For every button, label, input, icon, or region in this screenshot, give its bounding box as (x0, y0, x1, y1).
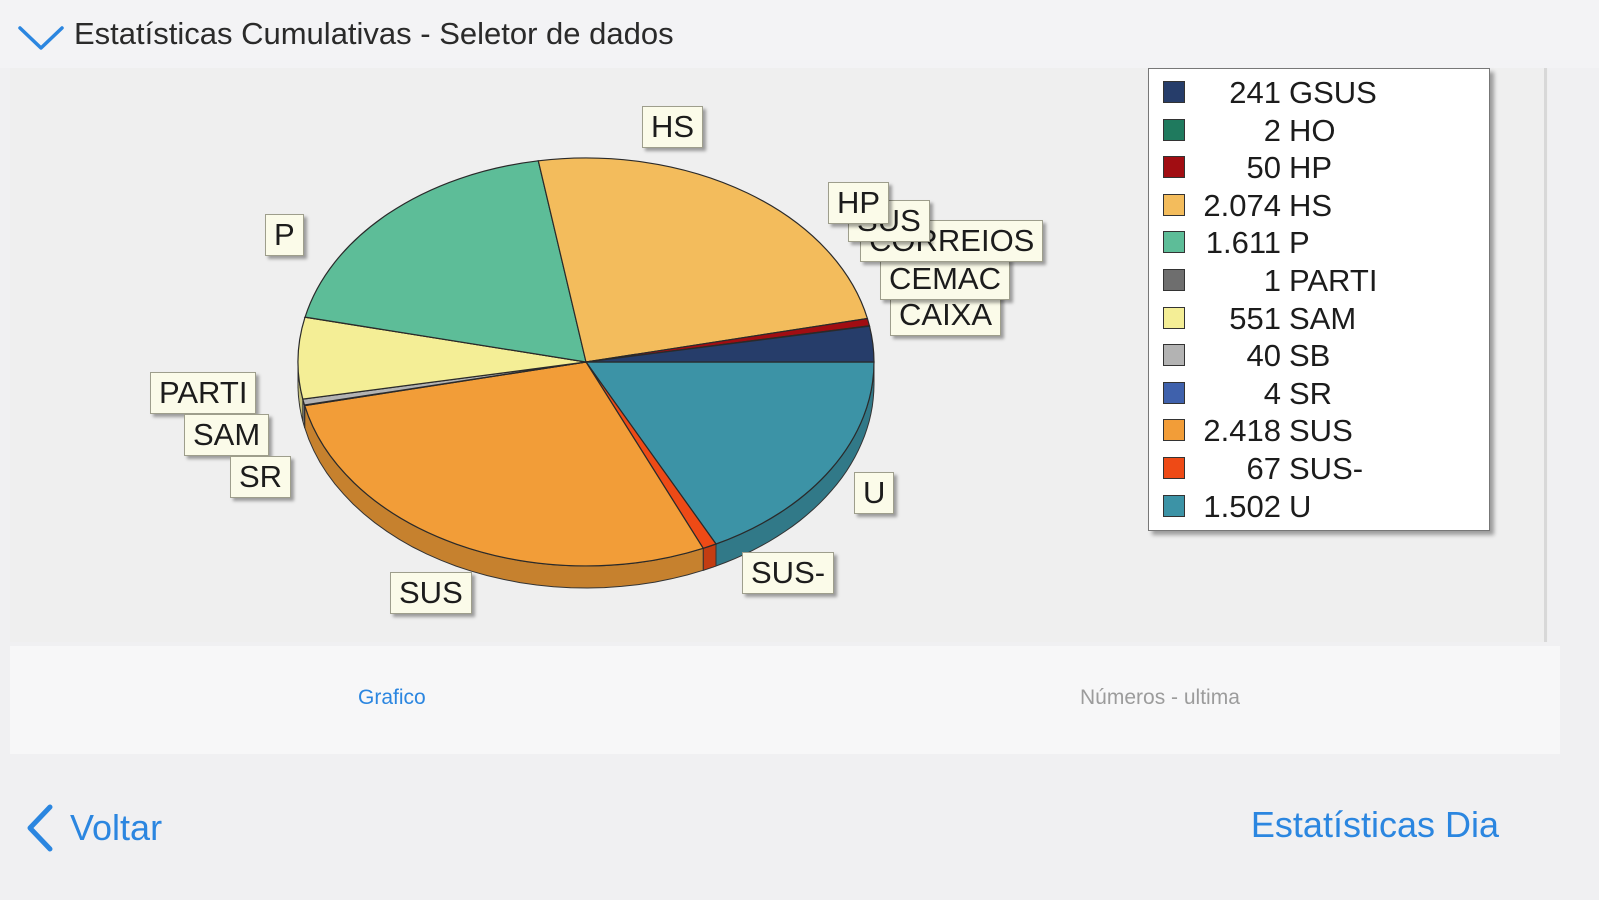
legend-value: 1 (1263, 263, 1281, 298)
callout-p-text: P (274, 217, 295, 252)
legend-value: 40 (1246, 338, 1281, 374)
legend-category: SUS (1289, 413, 1353, 449)
estatisticas-dia-button[interactable]: Estatísticas Dia (1250, 804, 1499, 845)
callout-hp-text: HP (837, 185, 881, 220)
pie-slice-sam (297, 316, 587, 400)
footer-toolbar: Voltar Estatísticas Dia (0, 756, 1599, 900)
callout-sam: SAM (184, 414, 270, 456)
legend-item-sam: 551 SAM (1149, 299, 1489, 337)
callout-sus: SUS (390, 572, 472, 614)
legend-swatch (1163, 81, 1185, 103)
header-bar: Estatísticas Cumulativas - Seletor de da… (0, 0, 1599, 68)
segment-tabs: Grafico Números - ultima (10, 646, 1560, 754)
legend-value: 2.418 (1203, 413, 1281, 449)
callout-p: P (265, 214, 304, 256)
pie-slice-gsus (585, 325, 875, 363)
legend-item-sb: 40 SB (1149, 336, 1489, 374)
legend-swatch (1163, 381, 1185, 404)
callout-parti: PARTI (150, 372, 257, 414)
legend-value: 2 (1263, 112, 1281, 148)
legend-swatch (1163, 457, 1185, 479)
callout-cemac-text: CEMAC (889, 261, 1001, 296)
chart-legend: 241 GSUS 2 HO 50 HP 2.074 HS 1.611 P 1 PARTI 551 SAM 4… (1148, 68, 1490, 531)
chevron-left-icon (27, 804, 53, 852)
callout-hp: HP (828, 182, 890, 224)
legend-swatch (1163, 306, 1185, 329)
pie-slice-p (304, 160, 587, 363)
callout-caixa: CAIXA (890, 294, 1002, 336)
legend-value: 551 (1229, 300, 1281, 336)
tab-grafico[interactable]: Grafico (358, 686, 426, 709)
legend-swatch (1163, 231, 1185, 254)
legend-category: PARTI (1289, 263, 1378, 298)
callout-sus-text: SUS (399, 575, 463, 610)
tab-numeros-ultima[interactable]: Números - ultima (1080, 686, 1240, 709)
legend-category: HS (1289, 187, 1333, 223)
legend-category: SB (1289, 338, 1331, 374)
callout-hs: HS (642, 106, 704, 148)
legend-item-ho: 2 HO (1149, 111, 1489, 149)
back-button-label: Voltar (70, 807, 163, 848)
callout-caixa-text: CAIXA (899, 297, 993, 332)
callout-sus-minus: SUS- (742, 552, 835, 594)
callout-sus-minus-text: SUS- (751, 555, 826, 590)
legend-swatch (1163, 419, 1185, 442)
legend-item-parti: 1 PARTI (1149, 261, 1489, 299)
legend-swatch (1163, 269, 1185, 291)
legend-item-u: 1.502 U (1149, 487, 1489, 525)
legend-category: SR (1289, 375, 1333, 411)
chart-panel: HS P CAIXA CEMAC CORREIOS SUS HP PARTI S… (10, 68, 1548, 642)
chevron-down-icon[interactable] (16, 22, 66, 52)
legend-category: HO (1289, 112, 1336, 148)
legend-item-p: 1.611 P (1149, 223, 1489, 261)
pie-slice-sus (303, 361, 705, 567)
callout-u-text: U (863, 475, 886, 510)
legend-item-sus-: 67 SUS- (1149, 449, 1489, 487)
legend-value: 67 (1246, 451, 1281, 486)
legend-value: 1.502 (1203, 488, 1281, 524)
legend-item-hp: 50 HP (1149, 148, 1489, 186)
legend-item-sr: 4 SR (1149, 374, 1489, 412)
pie-slice-u (584, 361, 875, 545)
callout-sr: SR (230, 456, 292, 498)
pie-slice-hs (537, 157, 869, 363)
legend-swatch (1163, 193, 1185, 216)
legend-swatch (1163, 494, 1185, 517)
legend-item-gsus: 241 GSUS (1149, 73, 1489, 111)
panel-divider (1544, 68, 1547, 642)
legend-category: P (1289, 225, 1310, 261)
callout-u: U (854, 472, 895, 514)
legend-category: SAM (1289, 300, 1357, 336)
legend-category: U (1289, 488, 1312, 524)
legend-item-hs: 2.074 HS (1149, 186, 1489, 224)
legend-swatch (1163, 156, 1185, 179)
legend-swatch (1163, 344, 1185, 367)
legend-value: 4 (1263, 375, 1281, 411)
callout-sr-text: SR (239, 459, 283, 494)
back-button[interactable]: Voltar (22, 800, 162, 856)
callout-parti-text: PARTI (159, 375, 248, 410)
legend-value: 1.611 (1205, 225, 1281, 261)
legend-value: 2.074 (1203, 187, 1281, 223)
pie-chart (297, 157, 875, 589)
callout-hs-text: HS (651, 109, 695, 144)
callout-sam-text: SAM (193, 417, 261, 452)
callout-cemac: CEMAC (880, 258, 1010, 300)
legend-category: GSUS (1289, 75, 1377, 110)
legend-value: 50 (1246, 150, 1281, 186)
legend-category: HP (1289, 150, 1333, 186)
page-title: Estatísticas Cumulativas - Seletor de da… (74, 16, 674, 51)
legend-value: 241 (1229, 75, 1281, 110)
legend-category: SUS- (1289, 451, 1364, 486)
legend-item-sus: 2.418 SUS (1149, 411, 1489, 449)
legend-swatch (1163, 118, 1185, 141)
